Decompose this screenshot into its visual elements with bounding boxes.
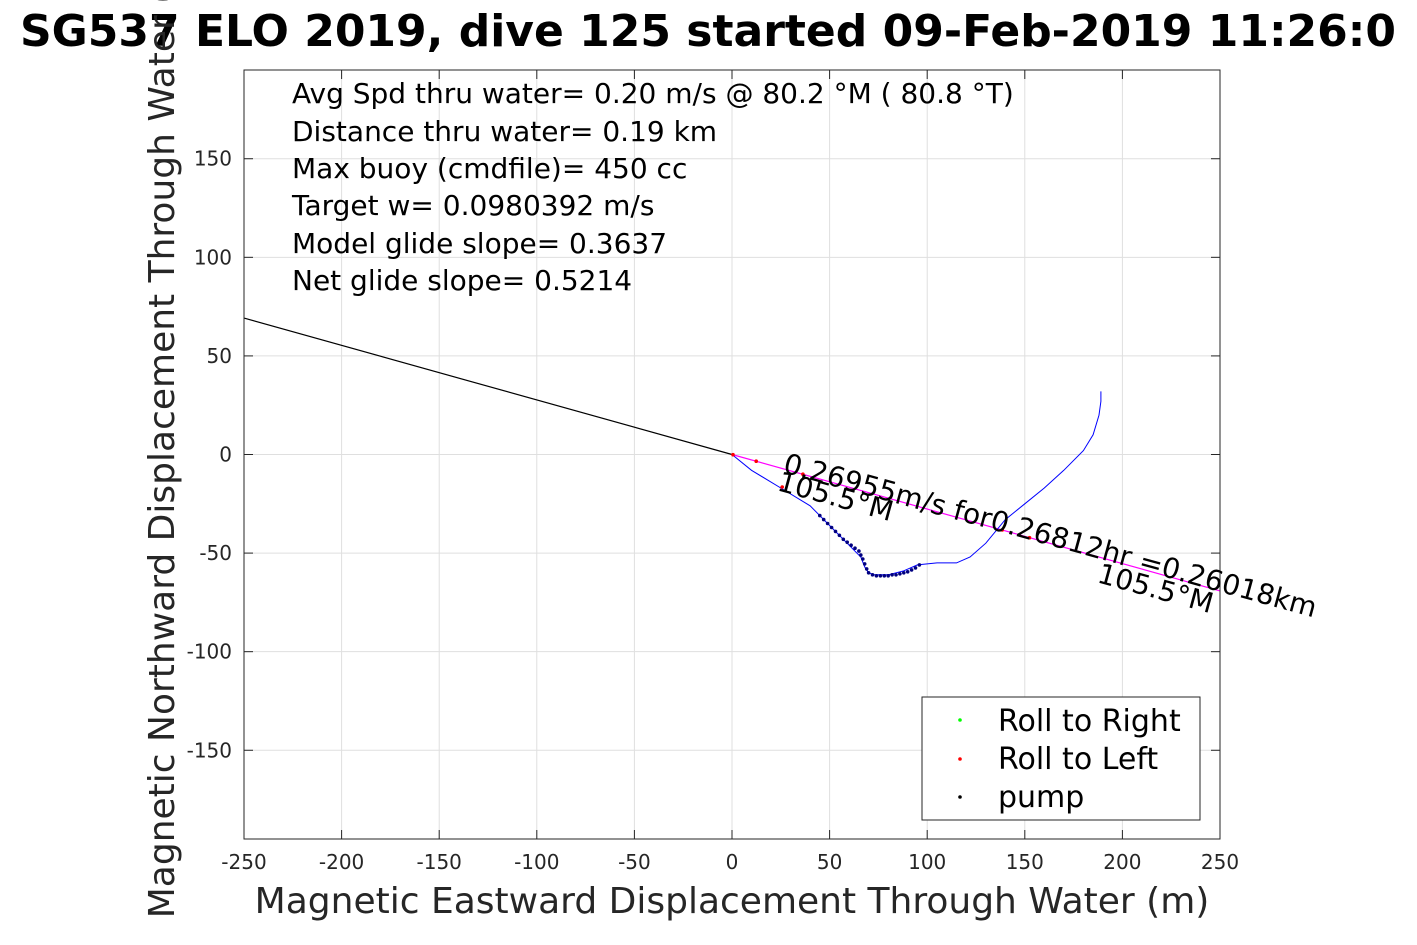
- pump-point: [878, 574, 883, 578]
- legend: Roll to Right Roll to Left pump: [921, 696, 1201, 821]
- pump-point: [866, 571, 871, 575]
- current-line-series: [243, 317, 733, 456]
- pump-point: [818, 513, 822, 518]
- pump-point: [833, 529, 838, 534]
- pump-point: [894, 573, 898, 577]
- legend-label-roll-right: Roll to Right: [998, 704, 1181, 739]
- x-tick-label: 250: [1201, 850, 1239, 874]
- legend-label-roll-left: Roll to Left: [998, 742, 1158, 777]
- axis-ticks: -250 -200 -150 -100 -50 0 50 100 150 200 250 -150 -1…: [187, 70, 1239, 874]
- roll-to-left-point: [1000, 528, 1004, 532]
- pump-point: [859, 553, 863, 557]
- y-tick-label: -50: [199, 541, 232, 565]
- x-tick-label: -100: [514, 850, 559, 874]
- y-tick-label: 0: [219, 443, 232, 467]
- pump-point: [882, 574, 887, 578]
- x-tick-label: 100: [908, 850, 946, 874]
- x-tick-label: -250: [221, 850, 266, 874]
- pump-point: [909, 568, 914, 572]
- legend-marker-roll-right: [958, 718, 962, 722]
- pump-point: [890, 573, 894, 577]
- pump-point: [862, 562, 867, 566]
- series-layer: [243, 317, 1221, 592]
- chart-title: SG537 ELO 2019, dive 125 started 09-Feb-…: [20, 6, 1396, 57]
- pump-point: [886, 574, 890, 578]
- y-axis-label: Magnetic Northward Displacement Through …: [142, 0, 183, 918]
- pump-point: [913, 566, 918, 570]
- pump-point: [821, 517, 826, 522]
- pump-point: [857, 549, 861, 553]
- legend-marker-pump: [958, 795, 962, 799]
- y-tick-label: 150: [194, 147, 232, 171]
- y-tick-label: -150: [187, 738, 232, 762]
- roll-to-left-point: [754, 459, 758, 464]
- pump-point: [845, 540, 849, 544]
- legend-box: [921, 696, 1201, 821]
- legend-label-pump: pump: [998, 780, 1084, 815]
- info-line-distance: Distance thru water= 0.19 km: [292, 115, 717, 148]
- roll-to-left-point: [801, 472, 805, 477]
- pump-point: [849, 543, 853, 547]
- pump-point: [829, 525, 834, 530]
- y-tick-label: 50: [207, 344, 232, 368]
- info-line-model-glide: Model glide slope= 0.3637: [292, 227, 667, 260]
- roll-to-left-point: [780, 485, 784, 489]
- pump-point: [837, 533, 842, 538]
- y-tick-label: 100: [194, 245, 232, 269]
- roll-to-left-point: [1027, 535, 1032, 540]
- x-tick-label: -50: [618, 850, 651, 874]
- x-tick-label: 150: [1006, 850, 1044, 874]
- pump-point: [898, 572, 902, 576]
- info-line-net-glide: Net glide slope= 0.5214: [292, 264, 632, 297]
- pump-point: [825, 521, 830, 526]
- pump-point: [870, 573, 875, 577]
- current-vector-series: [731, 453, 1221, 592]
- x-tick-label: 0: [726, 850, 739, 874]
- info-line-target-w: Target w= 0.0980392 m/s: [291, 189, 654, 222]
- x-axis-label: Magnetic Eastward Displacement Through W…: [255, 881, 1210, 922]
- pump-point: [905, 570, 910, 574]
- info-line-avg-speed: Avg Spd thru water= 0.20 m/s @ 80.2 °M (…: [292, 77, 1014, 110]
- x-tick-label: 50: [817, 850, 842, 874]
- x-tick-label: -150: [417, 850, 462, 874]
- y-tick-label: -100: [187, 640, 232, 664]
- plot-frame: [243, 69, 1221, 840]
- roll-to-left-point: [731, 452, 735, 457]
- x-tick-label: 200: [1103, 850, 1141, 874]
- pump-point: [853, 546, 857, 550]
- x-tick-label: -200: [319, 850, 364, 874]
- pump-point: [874, 574, 879, 578]
- info-text-block: Avg Spd thru water= 0.20 m/s @ 80.2 °M (…: [291, 77, 1014, 297]
- legend-marker-roll-left: [958, 757, 962, 761]
- pump-point: [902, 571, 906, 575]
- pump-point: [864, 567, 869, 571]
- info-line-max-buoy: Max buoy (cmdfile)= 450 cc: [292, 152, 687, 185]
- pump-point: [917, 563, 922, 567]
- pump-point: [841, 537, 846, 542]
- pump-point: [861, 557, 865, 561]
